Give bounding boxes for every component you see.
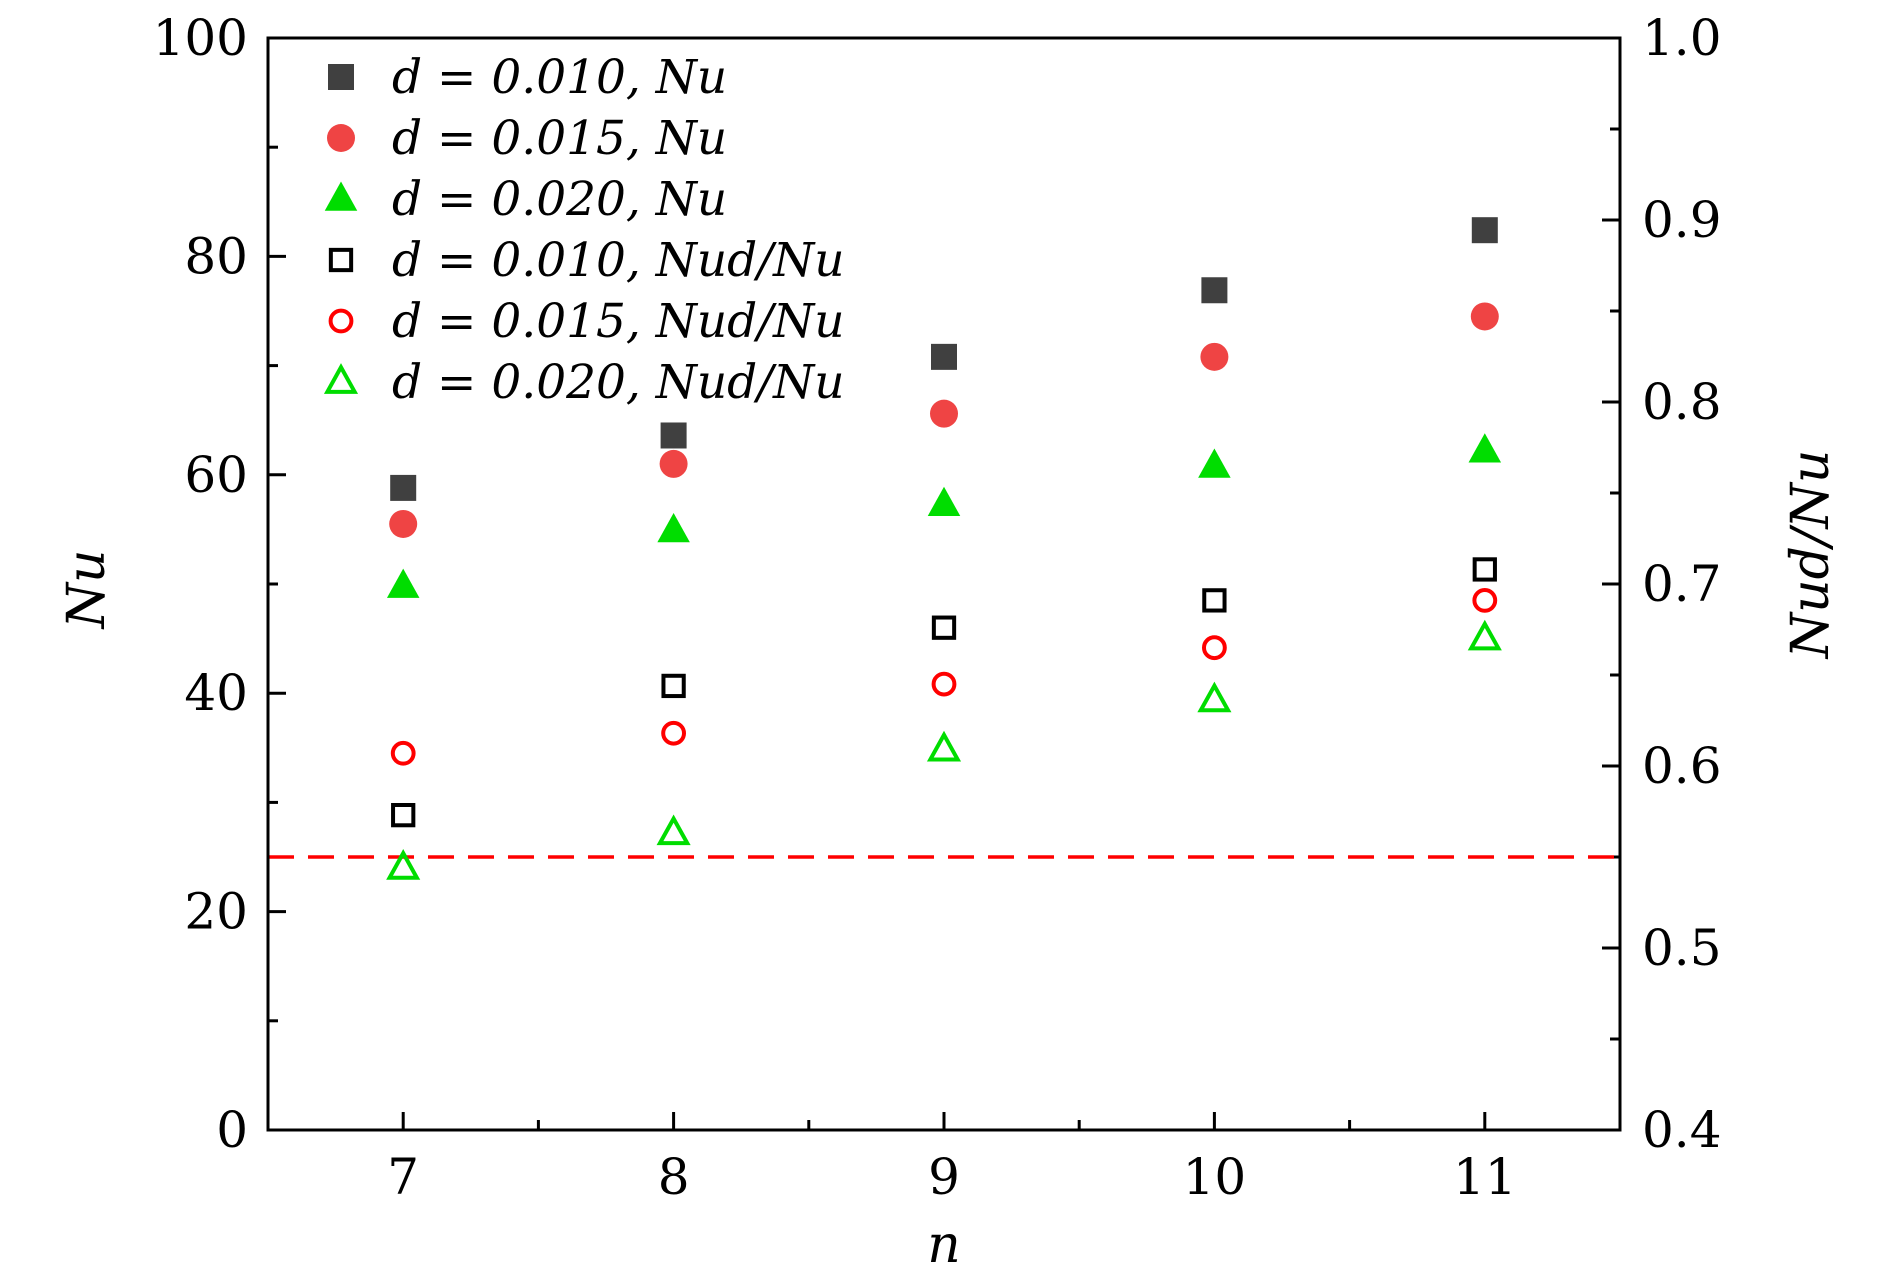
data-point-series-2 — [1470, 302, 1499, 331]
data-point-series-4 — [1202, 588, 1227, 613]
data-point-series-2 — [659, 449, 688, 478]
y-right-tick-label: 1.0 — [1642, 9, 1722, 67]
legend-marker-6 — [323, 363, 359, 394]
y-right-tick-label: 0.9 — [1642, 191, 1722, 249]
y-right-tick-label: 0.4 — [1642, 1101, 1722, 1159]
y-left-tick-label: 80 — [184, 227, 248, 285]
data-point-series-4 — [931, 615, 957, 640]
data-point-series-3 — [386, 568, 420, 598]
data-point-series-1 — [931, 343, 957, 370]
y-left-tick-label: 20 — [184, 883, 248, 941]
legend-label-1: d = 0.010, Nu — [392, 50, 727, 105]
legend-marker-4 — [328, 247, 354, 273]
legend-label-2: d = 0.015, Nu — [392, 111, 727, 166]
data-point-series-5 — [931, 671, 957, 697]
data-point-series-1 — [660, 422, 687, 449]
data-point-series-6 — [656, 814, 691, 846]
legend-marker-2 — [327, 124, 355, 152]
data-point-series-2 — [1200, 342, 1229, 371]
data-point-series-5 — [1472, 587, 1498, 613]
axis-ticks — [268, 36, 1620, 1132]
data-point-series-4 — [661, 673, 686, 699]
x-tick-label: 8 — [658, 1148, 690, 1206]
y-left-tick-label: 60 — [184, 446, 248, 504]
y-axis-right-title: Nud/Nu — [1781, 450, 1841, 661]
legend-marker-3 — [324, 181, 358, 211]
x-tick-label: 10 — [1183, 1148, 1247, 1206]
x-tick-label: 11 — [1453, 1148, 1517, 1206]
y-left-tick-label: 0 — [216, 1101, 248, 1159]
legend-label-5: d = 0.015, Nud/Nu — [392, 294, 845, 349]
axis-tick-labels: 7 8 9 10 11 0 20 40 60 80 100 0.4 0.5 0.6 0.7 0.8 0.9 1.0 — [153, 9, 1722, 1206]
data-point-series-6 — [386, 849, 421, 880]
y-right-tick-label: 0.5 — [1642, 919, 1722, 977]
data-point-series-3 — [1468, 433, 1502, 463]
y-left-tick-label: 100 — [153, 9, 248, 67]
y-right-tick-label: 0.6 — [1642, 737, 1722, 795]
data-point-series-4 — [1472, 557, 1497, 582]
data-point-series-5 — [1202, 635, 1227, 661]
plot-frame — [266, 36, 1622, 1132]
data-point-series-6 — [1197, 681, 1232, 713]
x-tick-label: 7 — [387, 1148, 419, 1206]
data-point-series-6 — [1467, 619, 1502, 651]
x-tick-label: 9 — [928, 1148, 960, 1206]
y-right-tick-label: 0.7 — [1642, 555, 1722, 613]
y-axis-left-title: Nu — [57, 550, 117, 631]
y-right-tick-label: 0.8 — [1642, 373, 1722, 431]
data-point-series-2 — [930, 399, 958, 428]
data-point-series-1 — [1471, 217, 1498, 244]
data-point-series-5 — [390, 740, 416, 766]
legend-marker-1 — [328, 64, 354, 90]
data-point-series-2 — [389, 509, 418, 538]
data-point-series-3 — [1198, 448, 1231, 478]
data-markers — [386, 217, 1502, 880]
data-point-series-1 — [390, 474, 417, 501]
data-point-series-1 — [1201, 277, 1228, 304]
data-point-series-6 — [926, 730, 962, 762]
legend-marker-5 — [328, 308, 354, 334]
data-point-series-3 — [657, 512, 690, 543]
legend: d = 0.010, Nud = 0.015, Nud = 0.020, Nud… — [323, 50, 845, 410]
legend-label-4: d = 0.010, Nud/Nu — [392, 233, 845, 288]
x-axis-title: n — [927, 1215, 961, 1275]
legend-label-6: d = 0.020, Nud/Nu — [392, 355, 845, 410]
data-point-series-5 — [661, 720, 686, 746]
data-point-series-4 — [391, 803, 416, 828]
legend-label-3: d = 0.020, Nu — [392, 172, 727, 227]
data-point-series-3 — [927, 486, 961, 516]
y-left-tick-label: 40 — [184, 664, 248, 722]
